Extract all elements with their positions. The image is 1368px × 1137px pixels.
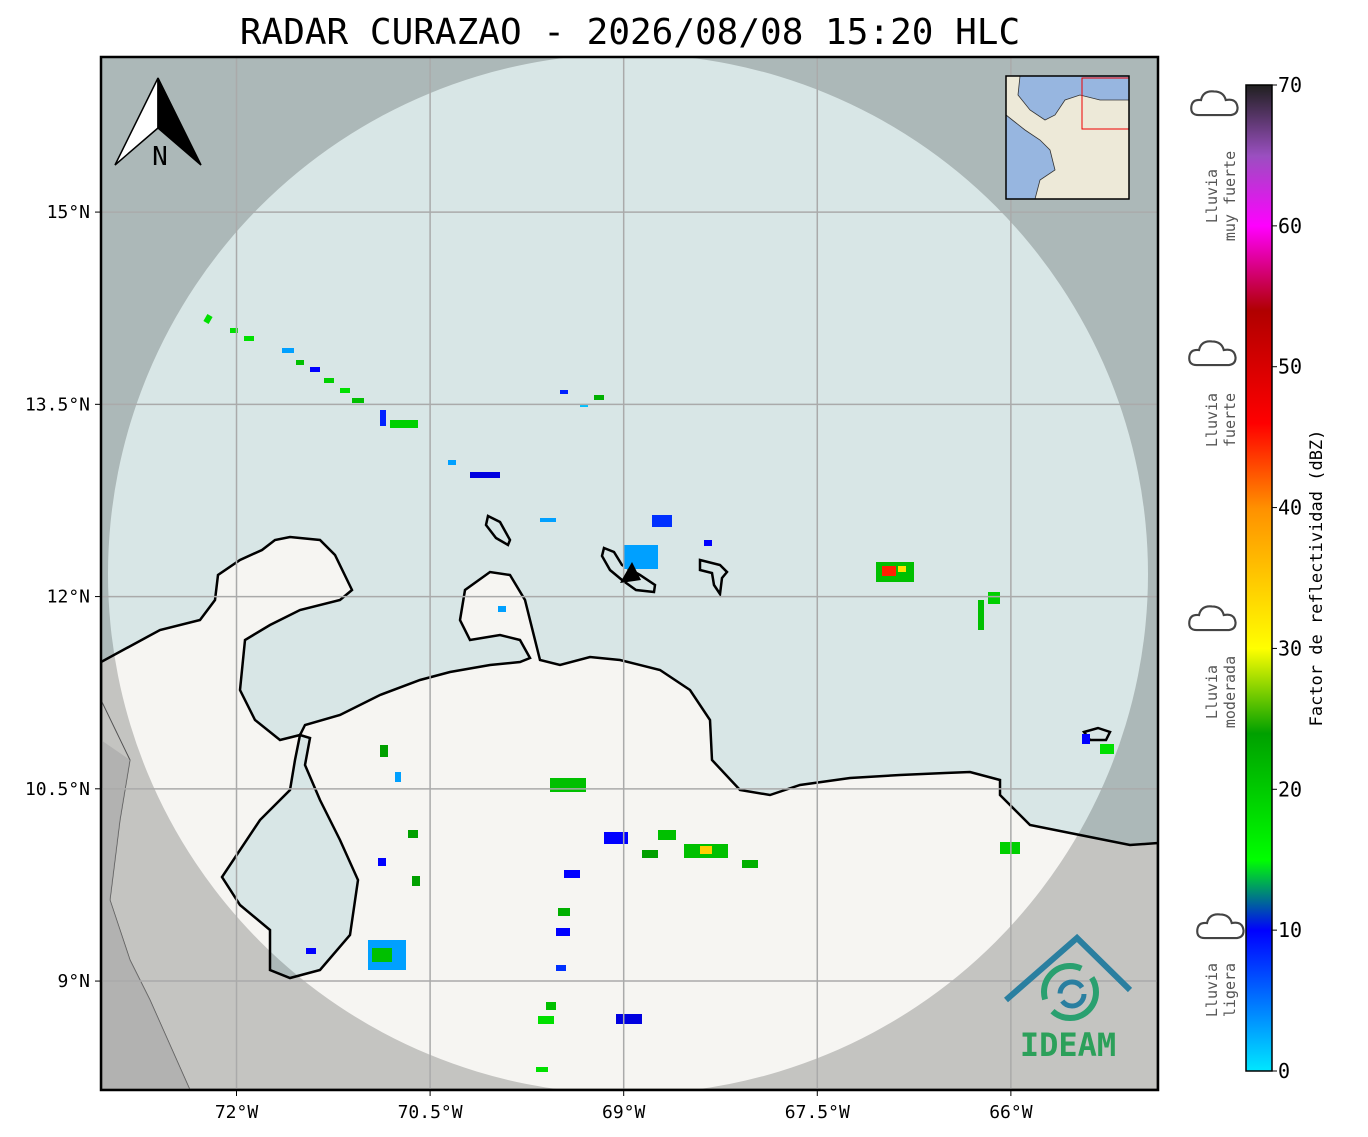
title: RADAR CURAZAO - 2026/08/08 15:20 HLC: [240, 12, 1020, 53]
rain-icon: [1188, 605, 1237, 632]
y-tick-label: 12°N: [47, 587, 90, 608]
colorbar-segment: [1246, 85, 1272, 156]
colorbar-tick-label: 20: [1278, 777, 1302, 801]
colorbar-label: Factor de reflectividad (dBZ): [1307, 430, 1327, 727]
colorbar: 0 10 20 30 40 50 60 70 Factor de reflectividad (…: [1245, 73, 1327, 1083]
y-tick-label: 13.5°N: [25, 394, 90, 415]
colorbar-tick-label: 50: [1278, 355, 1302, 379]
colorbar-segment: [1246, 423, 1272, 509]
radar-echoes: [203, 314, 1114, 1072]
rain-level-label: Lluvia: [1203, 393, 1221, 447]
colorbar-tick-label: 0: [1278, 1059, 1290, 1083]
x-tick-label: 69°W: [602, 1102, 646, 1123]
rain-level-label: Lluvia: [1203, 665, 1221, 719]
rain-level-label: ligera: [1221, 963, 1239, 1017]
rain-level-label: Lluvia: [1203, 169, 1221, 223]
y-tick-label: 10.5°N: [25, 779, 90, 800]
rain-level-label: muy fuerte: [1221, 151, 1239, 241]
map-frame: [99, 55, 1160, 1092]
rain-level-label: fuerte: [1221, 393, 1239, 447]
colorbar-segment: [1246, 225, 1272, 311]
colorbar-segment: [1246, 310, 1272, 424]
y-tick-label: 9°N: [57, 971, 90, 992]
land: [101, 535, 1158, 1090]
colorbar-segment: [1246, 859, 1272, 931]
rain-icon: [1196, 913, 1245, 940]
colorbar-segment: [1246, 155, 1272, 227]
rain-level-label: Lluvia: [1203, 963, 1221, 1017]
x-tick-label: 70.5°W: [398, 1102, 463, 1123]
colorbar-segment: [1246, 930, 1272, 1072]
y-tick-label: 15°N: [47, 202, 90, 223]
rain-level-label: moderada: [1221, 656, 1239, 728]
north-arrow: N: [114, 77, 202, 172]
colorbar-tick-label: 40: [1278, 496, 1302, 520]
colorbar-tick-label: 30: [1278, 636, 1302, 660]
colombia-shade: [101, 740, 190, 1090]
x-tick-label: 67.5°W: [785, 1102, 850, 1123]
logo-text: IDEAM: [1020, 1026, 1116, 1064]
colorbar-tick-label: 70: [1278, 73, 1302, 97]
inset-map: [1005, 75, 1130, 200]
x-tick-label: 72°W: [215, 1102, 259, 1123]
colorbar-frame: [1245, 84, 1273, 1072]
x-tick-label: 66°W: [989, 1102, 1033, 1123]
colorbar-segment: [1246, 507, 1272, 649]
north-label: N: [152, 142, 168, 172]
colorbar-tick-label: 60: [1278, 214, 1302, 238]
rain-icon: [1190, 90, 1239, 117]
rain-icon: [1188, 340, 1237, 367]
colorbar-tick-label: 10: [1278, 918, 1302, 942]
radar-site: [620, 562, 641, 583]
colorbar-segment: [1246, 648, 1272, 734]
colorbar-segment: [1246, 732, 1272, 861]
islands: [484, 514, 1112, 742]
map: [101, 57, 1158, 1090]
ideam-logo: IDEAM: [1004, 933, 1133, 1064]
grid: [101, 57, 1158, 1090]
